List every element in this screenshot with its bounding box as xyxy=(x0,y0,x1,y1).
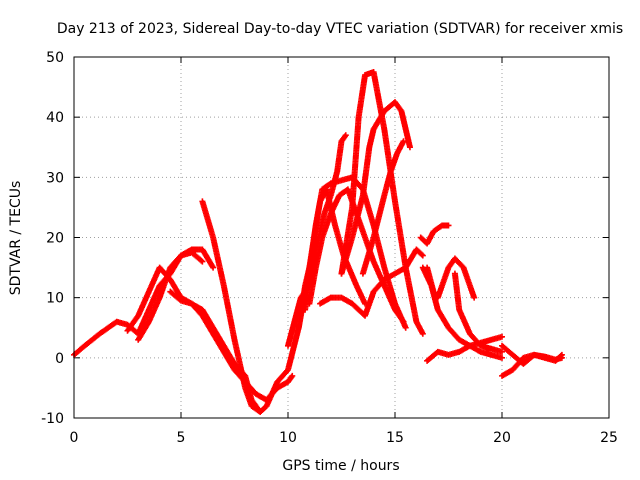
data-marker xyxy=(402,324,409,331)
data-marker xyxy=(199,258,206,265)
data-marker xyxy=(210,264,217,271)
x-tick-label: 20 xyxy=(493,430,511,446)
y-tick-label: -10 xyxy=(41,411,64,427)
series-arc-5 xyxy=(135,249,206,343)
data-marker xyxy=(400,318,407,325)
series-arc-4 xyxy=(167,288,262,412)
data-marker xyxy=(400,138,407,145)
x-axis-label: GPS time / hours xyxy=(282,458,399,474)
series-arc-12 xyxy=(317,246,426,319)
series-arc-20 xyxy=(499,351,565,379)
y-tick-label: 40 xyxy=(46,110,64,126)
y-tick-label: 0 xyxy=(55,351,64,367)
data-marker xyxy=(419,330,426,337)
data-markers xyxy=(71,69,565,415)
x-tick-label: 25 xyxy=(600,430,618,446)
x-tick-label: 0 xyxy=(70,430,79,446)
data-marker xyxy=(406,144,413,151)
data-marker xyxy=(255,405,262,412)
data-marker xyxy=(419,252,426,259)
data-marker xyxy=(342,132,349,139)
data-marker xyxy=(471,294,478,301)
x-tick-label: 5 xyxy=(177,430,186,446)
plot-frame xyxy=(73,56,610,419)
x-tick-label: 15 xyxy=(386,430,404,446)
data-marker xyxy=(499,333,505,340)
y-tick-label: 30 xyxy=(46,170,64,186)
series-arc-13 xyxy=(359,138,407,277)
y-axis-label: SDTVAR / TECUs xyxy=(8,181,24,296)
y-tick-label: 20 xyxy=(46,231,64,247)
chart-title: Day 213 of 2023, Sidereal Day-to-day VTE… xyxy=(57,21,623,37)
data-marker xyxy=(445,222,452,229)
series-arc-16 xyxy=(419,264,505,361)
x-tick-label: 10 xyxy=(279,430,297,446)
data-marker xyxy=(558,354,565,361)
y-tick-label: 50 xyxy=(46,50,64,66)
y-tick-label: 10 xyxy=(46,291,64,307)
data-marker xyxy=(499,348,505,355)
series-arc-18 xyxy=(424,333,505,364)
series-arc-14 xyxy=(417,222,452,247)
data-marker xyxy=(499,354,505,361)
data-marker xyxy=(418,251,425,258)
tick-labels: 0 5 10 15 20 25 -10 0 10 20 30 40 50 xyxy=(41,50,618,446)
series-arc-11 xyxy=(338,99,413,277)
gridlines xyxy=(74,57,609,418)
data-marker xyxy=(289,372,296,379)
data-marker xyxy=(198,257,205,264)
series-arc-10 xyxy=(338,69,426,337)
